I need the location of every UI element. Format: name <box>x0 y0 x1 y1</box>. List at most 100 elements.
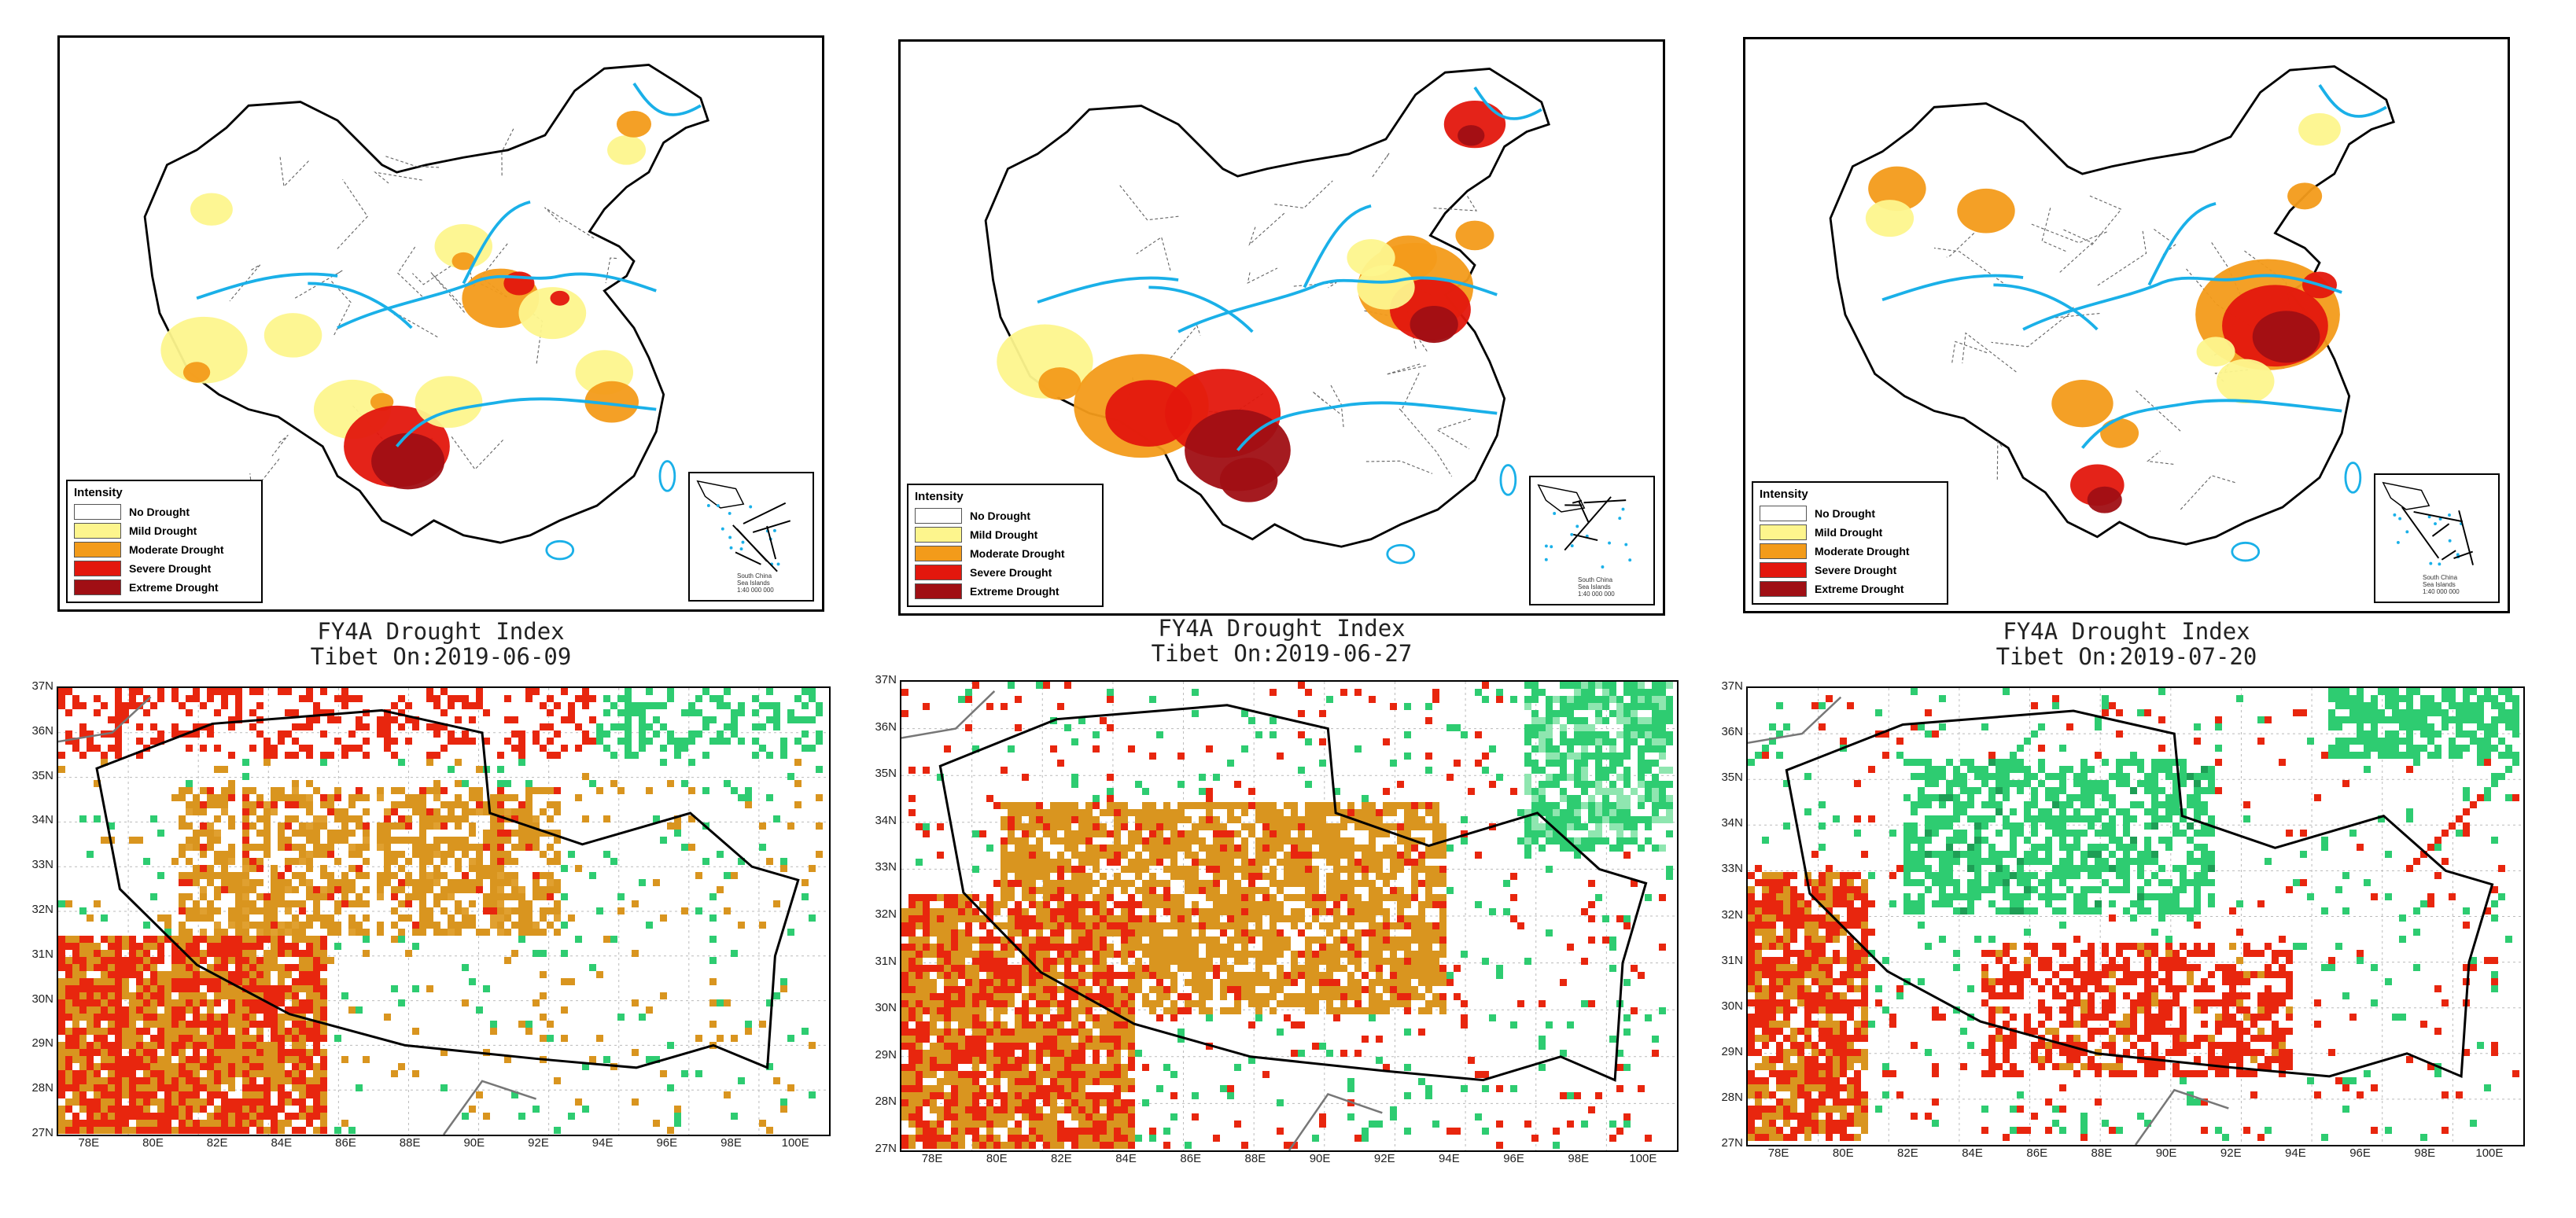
drought-area <box>607 134 647 165</box>
drought-area <box>2100 418 2139 448</box>
island-hainan <box>1386 543 1416 565</box>
y-tick-label: 27N <box>1721 1136 1743 1150</box>
china-drought-map-1: Intensity No Drought Mild Drought Moderate … <box>57 35 824 612</box>
tibet-map-svg <box>58 688 829 1135</box>
x-tick-label: 78E <box>921 1152 943 1165</box>
drought-area <box>550 290 570 306</box>
province-boundary <box>2214 369 2250 382</box>
x-tick-label: 92E <box>528 1136 549 1150</box>
y-tick-label: 37N <box>1721 679 1743 693</box>
province-boundary <box>544 207 595 239</box>
y-tick-label: 27N <box>875 1142 897 1155</box>
province-boundary <box>279 156 310 188</box>
legend-title: Intensity <box>1760 488 1808 501</box>
tibet-drought-map-1 <box>57 686 831 1136</box>
province-boundary <box>430 272 466 313</box>
legend-label: No Drought <box>129 506 190 518</box>
drought-area <box>2298 112 2341 146</box>
drought-area <box>2217 359 2275 404</box>
x-tick-label: 90E <box>2155 1146 2177 1160</box>
x-tick-label: 78E <box>78 1136 100 1150</box>
legend-swatch <box>915 583 962 599</box>
y-tick-label: 33N <box>875 860 897 874</box>
province-boundary <box>1991 313 2070 348</box>
y-tick-label: 35N <box>875 767 897 781</box>
x-tick-label: 80E <box>986 1152 1008 1165</box>
province-boundary <box>229 264 261 302</box>
province-boundary <box>411 259 460 285</box>
legend-item: No Drought <box>1760 504 1940 523</box>
country-border <box>1288 1092 1383 1150</box>
south-china-sea-inset: South China Sea Islands 1:40 000 000 <box>688 472 814 602</box>
river <box>1881 274 2024 302</box>
tibet-drought-map-2 <box>900 680 1679 1152</box>
drought-area <box>1410 305 1458 344</box>
drought-area <box>1219 458 1278 502</box>
tibet-boundary <box>938 704 1648 1082</box>
y-tick-label: 29N <box>875 1047 897 1062</box>
x-tick-label: 98E <box>2414 1146 2436 1160</box>
province-boundary <box>1933 247 2008 287</box>
river <box>308 282 413 329</box>
province-boundary <box>337 178 368 249</box>
map-title: FY4A Drought Index <box>317 618 565 645</box>
province-boundary <box>1372 153 1390 178</box>
country-border <box>2134 1088 2229 1145</box>
province-boundary <box>2031 223 2109 244</box>
tibet-drought-map-3 <box>1746 686 2525 1146</box>
drought-area <box>190 193 233 226</box>
river <box>462 200 531 285</box>
country-border <box>901 690 996 739</box>
legend-swatch <box>1760 506 1807 521</box>
map-legend: Intensity No Drought Mild Drought Moderate … <box>907 484 1104 607</box>
y-tick-label: 33N <box>31 858 53 872</box>
inset-caption: South China Sea Islands 1:40 000 000 <box>2423 574 2460 595</box>
river <box>196 272 338 300</box>
province-boundary <box>450 434 503 470</box>
y-tick-label: 34N <box>875 813 897 827</box>
drought-area <box>1357 265 1415 310</box>
y-tick-label: 33N <box>1721 862 1743 876</box>
y-tick-label: 30N <box>1721 999 1743 1013</box>
x-tick-label: 82E <box>206 1136 228 1150</box>
province-boundary <box>1330 385 1344 428</box>
province-boundary <box>396 245 423 297</box>
x-tick-label: 96E <box>1503 1152 1524 1165</box>
map-subtitle: Tibet On:2019-06-27 <box>1151 640 1413 667</box>
drought-area <box>451 252 475 270</box>
x-tick-label: 100E <box>1629 1152 1657 1165</box>
y-tick-label: 34N <box>31 813 53 827</box>
map-legend: Intensity No Drought Mild Drought Moderate … <box>1752 481 1948 605</box>
y-tick-label: 36N <box>31 723 53 738</box>
x-tick-label: 84E <box>1115 1152 1137 1165</box>
y-tick-label: 31N <box>31 947 53 961</box>
province-boundary <box>1400 410 1453 477</box>
river <box>1177 276 1498 333</box>
y-tick-label: 37N <box>31 679 53 693</box>
drought-area <box>263 313 322 358</box>
drought-area <box>1455 220 1494 251</box>
province-boundary <box>271 434 289 457</box>
drought-area <box>2252 311 2320 363</box>
province-boundary <box>1248 212 1285 246</box>
legend-label: Moderate Drought <box>970 547 1065 560</box>
drought-area <box>1038 367 1082 400</box>
legend-swatch <box>74 523 121 539</box>
province-boundary <box>2180 475 2235 510</box>
province-boundary <box>501 126 515 176</box>
y-tick-label: 32N <box>1721 907 1743 922</box>
x-tick-label: 94E <box>1439 1152 1460 1165</box>
province-boundary <box>1435 418 1472 450</box>
river <box>2147 201 2217 286</box>
china-outline <box>984 68 1550 548</box>
province-boundary <box>1433 193 1478 212</box>
x-tick-label: 90E <box>1309 1152 1331 1165</box>
legend-label: Severe Drought <box>970 566 1052 579</box>
south-china-sea-inset: South China Sea Islands 1:40 000 000 <box>1529 476 1655 605</box>
x-tick-label: 82E <box>1051 1152 1072 1165</box>
legend-label: Extreme Drought <box>970 585 1060 598</box>
inset-caption: South China Sea Islands 1:40 000 000 <box>737 572 774 594</box>
inset-line1: South China <box>1578 576 1613 583</box>
drought-area <box>182 362 211 383</box>
x-tick-label: 88E <box>399 1136 421 1150</box>
